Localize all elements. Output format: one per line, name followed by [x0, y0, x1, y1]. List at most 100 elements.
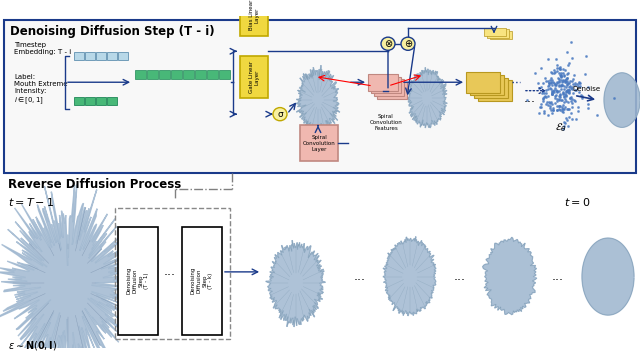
Point [557, 70, 568, 76]
Polygon shape [582, 238, 634, 315]
Polygon shape [407, 67, 447, 128]
Point [543, 78, 553, 83]
Text: ...: ... [354, 270, 366, 283]
Point [554, 88, 564, 93]
Point [555, 66, 565, 72]
Point [547, 91, 557, 97]
Point [542, 99, 552, 105]
Point [583, 84, 593, 90]
Point [534, 85, 544, 91]
Point [558, 107, 568, 112]
Text: Gate Linear
Layer: Gate Linear Layer [248, 61, 259, 93]
Point [558, 79, 568, 84]
Point [546, 99, 556, 105]
FancyBboxPatch shape [300, 125, 338, 161]
Text: Denoise: Denoise [572, 86, 600, 92]
Point [550, 93, 561, 99]
Point [556, 86, 566, 92]
Point [562, 75, 572, 81]
Point [548, 105, 559, 111]
Text: Bias Linear
Layer: Bias Linear Layer [248, 0, 259, 30]
Point [556, 94, 566, 99]
Point [559, 72, 569, 78]
Point [552, 80, 563, 86]
Point [556, 70, 566, 76]
Point [548, 79, 559, 84]
Point [522, 97, 532, 103]
Point [550, 92, 561, 98]
FancyBboxPatch shape [134, 70, 145, 79]
Point [552, 88, 562, 94]
FancyBboxPatch shape [106, 52, 116, 60]
FancyBboxPatch shape [487, 29, 509, 38]
Point [546, 69, 556, 75]
Polygon shape [266, 240, 325, 327]
Text: Label:
Mouth Extreme
Intensity:
$i \in [0, 1]$: Label: Mouth Extreme Intensity: $i \in [… [14, 74, 67, 105]
Point [558, 91, 568, 97]
Point [559, 123, 569, 129]
Point [549, 67, 559, 73]
Point [552, 96, 562, 102]
Point [559, 119, 569, 125]
Point [540, 93, 550, 99]
Point [554, 93, 564, 99]
FancyBboxPatch shape [478, 80, 512, 101]
Point [548, 88, 558, 94]
Point [543, 112, 553, 118]
Circle shape [273, 108, 287, 121]
Polygon shape [483, 237, 537, 315]
Point [563, 62, 573, 68]
Point [533, 80, 543, 86]
Point [550, 88, 561, 93]
Point [592, 112, 602, 118]
FancyBboxPatch shape [218, 70, 230, 79]
Text: Denoising
Diffusion
Step
(T - k): Denoising Diffusion Step (T - k) [191, 267, 213, 295]
Point [556, 72, 566, 78]
Point [557, 90, 568, 96]
Point [575, 83, 585, 88]
Circle shape [401, 37, 415, 50]
Text: σ: σ [277, 110, 283, 119]
Point [547, 78, 557, 83]
Point [556, 73, 566, 79]
Point [552, 79, 563, 85]
Point [574, 89, 584, 95]
Circle shape [381, 37, 395, 50]
Point [562, 82, 572, 88]
Point [554, 103, 564, 109]
FancyBboxPatch shape [371, 76, 401, 93]
Point [564, 106, 574, 112]
Point [567, 78, 577, 83]
Text: Spiral
Convolution
Layer: Spiral Convolution Layer [303, 135, 335, 152]
Point [538, 95, 548, 100]
Point [570, 98, 580, 104]
FancyBboxPatch shape [377, 82, 407, 99]
Point [609, 95, 619, 101]
Point [565, 94, 575, 99]
FancyBboxPatch shape [374, 79, 404, 96]
Point [557, 82, 567, 88]
Text: ...: ... [552, 270, 564, 283]
Point [552, 98, 563, 104]
Point [566, 98, 576, 103]
Point [547, 89, 557, 95]
Point [552, 65, 562, 71]
Point [544, 81, 554, 86]
Point [556, 74, 566, 79]
Point [538, 94, 548, 100]
Point [556, 66, 566, 72]
Point [559, 106, 569, 112]
Text: ⊕: ⊕ [404, 39, 412, 49]
Point [557, 77, 568, 83]
FancyBboxPatch shape [95, 52, 106, 60]
Point [536, 84, 547, 90]
Point [554, 70, 564, 76]
Text: $t = T-1$: $t = T-1$ [8, 196, 54, 208]
Point [566, 39, 576, 44]
Text: ...: ... [164, 266, 176, 278]
Point [555, 92, 565, 97]
Point [557, 108, 567, 114]
Point [556, 77, 566, 82]
Point [567, 96, 577, 101]
Point [559, 94, 570, 99]
